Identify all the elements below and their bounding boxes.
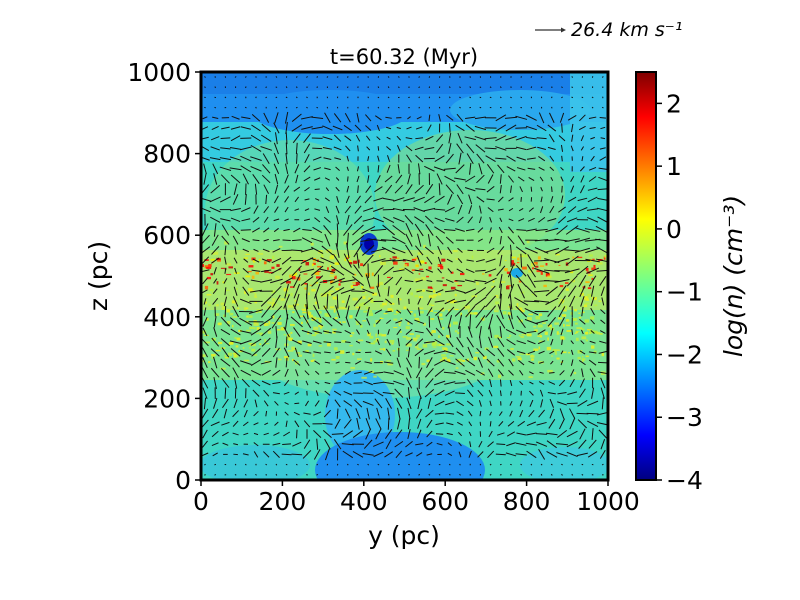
colorbar-ticks: −4 −3 −2 −1 0 1 2: [656, 89, 703, 495]
velocity-arrows: [201, 76, 608, 476]
x-axis: 0 200 400 600 800 1000: [193, 480, 640, 516]
colorbar: −4 −3 −2 −1 0 1 2 log(n) (cm⁻³): [635, 71, 748, 495]
colorbar-tick-label: −4: [666, 466, 703, 495]
y-tick-label: 200: [143, 384, 191, 413]
y-tick-label: 0: [175, 466, 191, 495]
low-density-spot: [511, 268, 523, 278]
quiver-key-arrowhead: [561, 27, 566, 33]
quiver-key-label: 26.4 km s⁻¹: [571, 19, 682, 41]
x-tick-label: 0: [193, 487, 209, 516]
y-tick-label: 800: [143, 140, 191, 169]
upper-cavity: [250, 90, 410, 134]
colorbar-gradient: [635, 71, 657, 481]
x-tick-label: 1000: [576, 487, 640, 516]
colorbar-tick-label: −1: [666, 278, 703, 307]
y-tick-label: 600: [143, 221, 191, 250]
chart-title: t=60.32 (Myr): [330, 45, 478, 69]
x-tick-label: 200: [259, 487, 307, 516]
quiver-key: 26.4 km s⁻¹: [535, 19, 682, 41]
colorbar-tick-label: 0: [666, 215, 682, 244]
density-field: [201, 72, 608, 480]
colorbar-label: log(n) (cm⁻³): [719, 195, 748, 357]
x-axis-label: y (pc): [368, 521, 440, 550]
y-tick-label: 1000: [127, 58, 191, 87]
plot-frame: [199, 70, 610, 482]
y-axis-label: z (pc): [84, 241, 113, 311]
x-tick-label: 800: [503, 487, 551, 516]
x-tick-label: 600: [421, 487, 469, 516]
colorbar-tick-label: 1: [666, 152, 682, 181]
colorbar-tick-label: −2: [666, 340, 703, 369]
x-tick-label: 400: [340, 487, 388, 516]
colorbar-tick-label: 2: [666, 89, 682, 118]
colorbar-tick-label: −3: [666, 403, 703, 432]
y-axis: 0 200 400 600 800 1000: [127, 58, 201, 495]
y-tick-label: 400: [143, 303, 191, 332]
